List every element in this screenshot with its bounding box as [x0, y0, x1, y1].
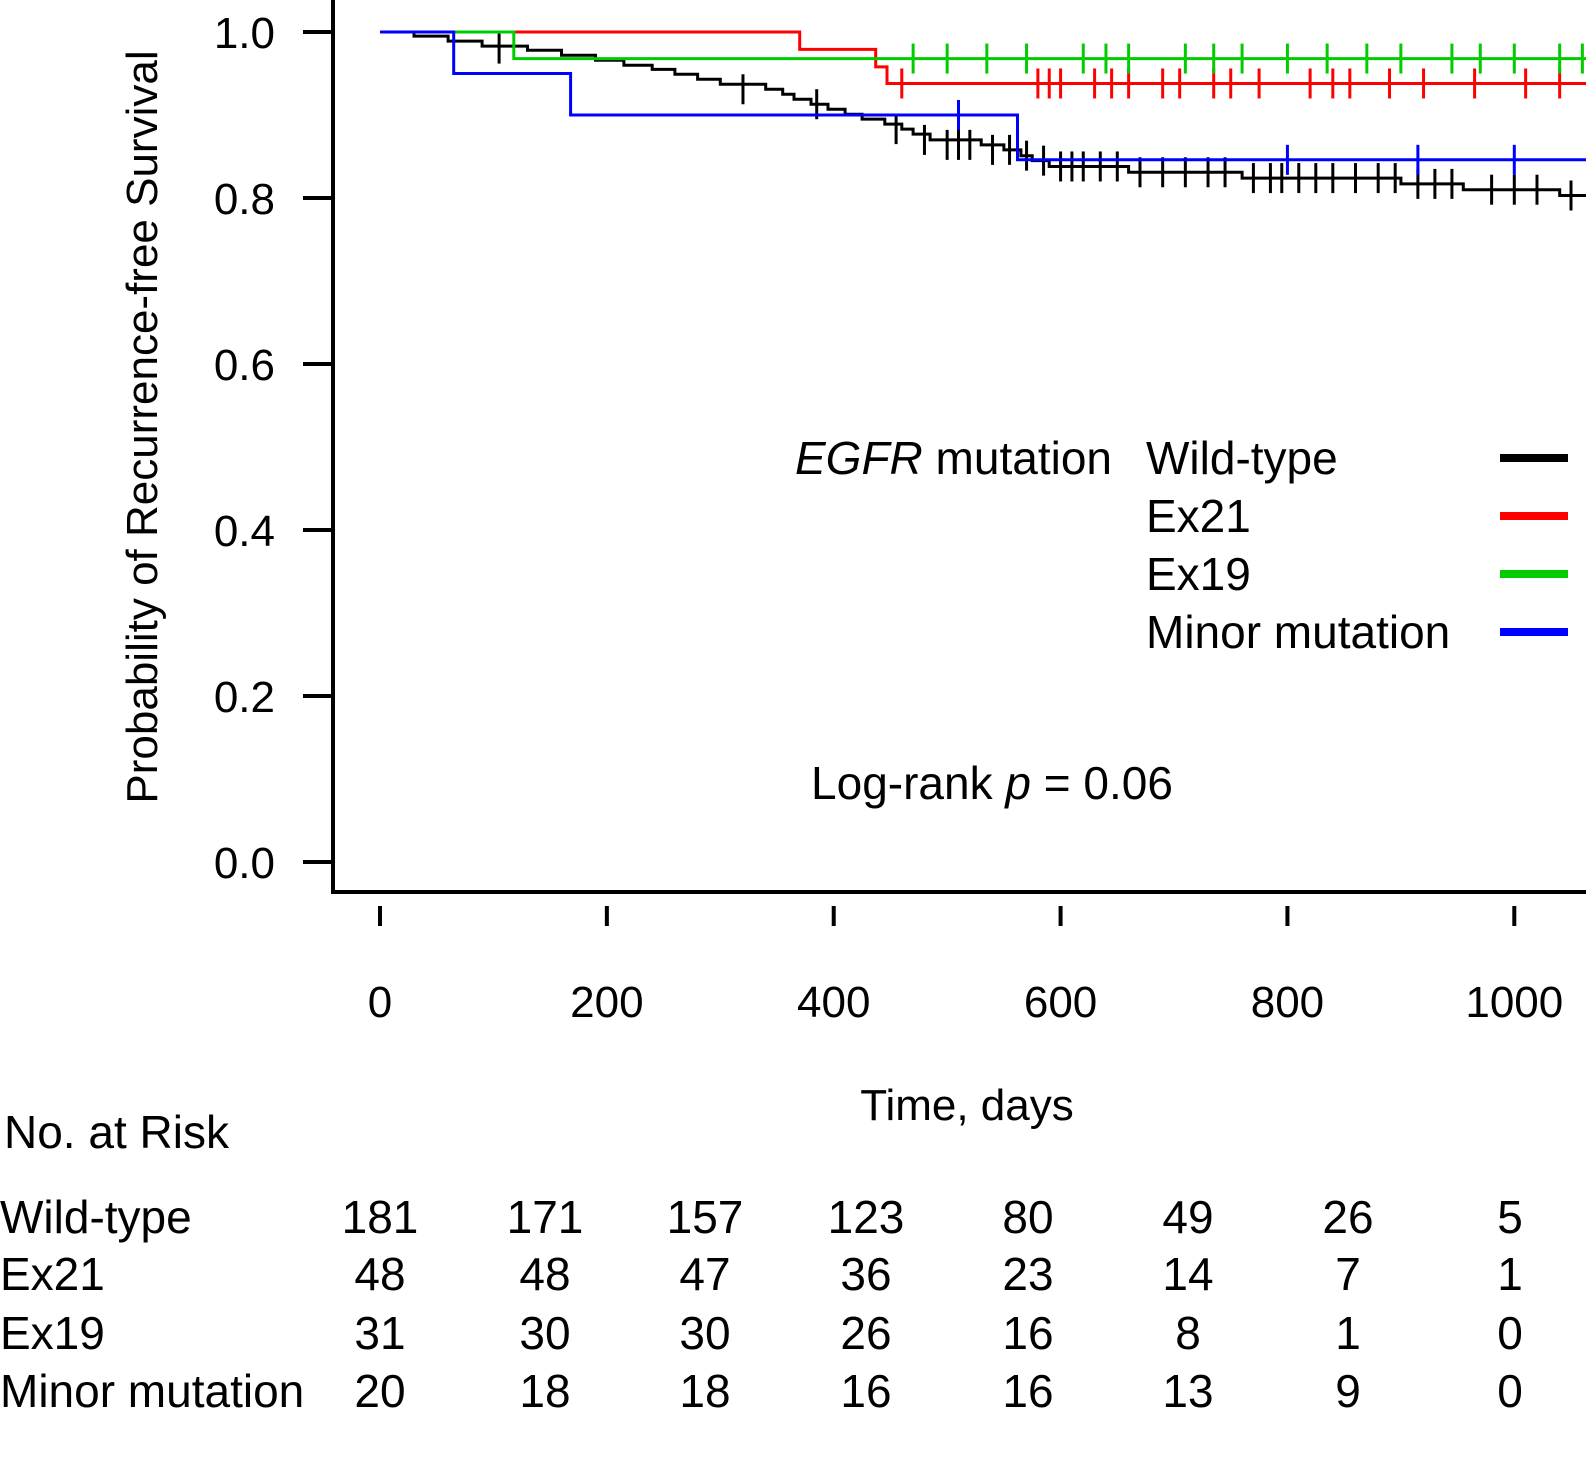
risk-row-ex19: Ex19 31 30 30 26 16 8 1 0	[0, 1307, 1523, 1359]
risk-count: 30	[679, 1307, 730, 1359]
risk-count: 48	[519, 1248, 570, 1300]
x-tick-label: 0	[368, 978, 392, 1027]
legend-label-ex21: Ex21	[1146, 490, 1251, 542]
risk-count: 26	[1322, 1191, 1373, 1243]
risk-row-label: Ex21	[0, 1248, 105, 1300]
risk-count: 14	[1162, 1248, 1213, 1300]
logrank-annotation: Log-rank p = 0.06	[811, 757, 1173, 809]
y-tick-label: 0.4	[214, 507, 275, 556]
risk-count: 1	[1335, 1307, 1361, 1359]
y-tick-label: 0.0	[214, 839, 275, 888]
legend-items: Wild-type Ex21 Ex19 Minor mutation	[1146, 432, 1568, 658]
risk-count: 20	[354, 1365, 405, 1417]
risk-count: 16	[1002, 1365, 1053, 1417]
risk-count: 31	[354, 1307, 405, 1359]
legend-label-minor-mutation: Minor mutation	[1146, 606, 1450, 658]
risk-count: 18	[679, 1365, 730, 1417]
risk-row-label: Ex19	[0, 1307, 105, 1359]
risk-count: 16	[1002, 1307, 1053, 1359]
risk-row-label: Wild-type	[0, 1191, 192, 1243]
y-tick-label: 0.8	[214, 175, 275, 224]
x-tick-label: 600	[1024, 978, 1097, 1027]
x-tick-label: 1000	[1465, 978, 1563, 1027]
risk-row-ex21: Ex21 48 48 47 36 23 14 7 1	[0, 1248, 1523, 1300]
y-tick-label: 0.6	[214, 341, 275, 390]
curve-minor-mutation	[380, 30, 1586, 175]
legend-title: EGFR mutation	[795, 432, 1112, 484]
legend-label-ex19: Ex19	[1146, 548, 1251, 600]
x-tick-label: 800	[1251, 978, 1324, 1027]
risk-count: 171	[507, 1191, 584, 1243]
y-ticks: 0.0 0.2 0.4 0.6 0.8 1.0	[214, 9, 333, 888]
risk-row-wild-type: Wild-type 181 171 157 123 80 49 26 5	[0, 1191, 1523, 1243]
risk-count: 123	[828, 1191, 905, 1243]
x-ticks: 0200400600800100012001400	[368, 906, 1563, 1027]
axes	[331, 0, 1586, 894]
risk-count: 30	[519, 1307, 570, 1359]
risk-count: 80	[1002, 1191, 1053, 1243]
x-axis-title: Time, days	[860, 1081, 1074, 1130]
risk-table-title: No. at Risk	[4, 1106, 230, 1158]
legend: EGFR mutation Wild-type Ex21 Ex19 Minor mut…	[795, 432, 1568, 658]
risk-count: 157	[667, 1191, 744, 1243]
risk-count: 8	[1175, 1307, 1201, 1359]
risk-count: 5	[1497, 1191, 1523, 1243]
risk-count: 0	[1497, 1365, 1523, 1417]
y-tick-label: 1.0	[214, 9, 275, 58]
risk-row-minor-mutation: Minor mutation 20 18 18 16 16 13 9 0	[0, 1365, 1523, 1417]
risk-count: 18	[519, 1365, 570, 1417]
risk-count: 49	[1162, 1191, 1213, 1243]
risk-count: 181	[342, 1191, 419, 1243]
risk-count: 1	[1497, 1248, 1523, 1300]
logrank-p: p	[1003, 757, 1031, 809]
curve-ex21	[380, 30, 1586, 99]
risk-count: 9	[1335, 1365, 1361, 1417]
y-axis-title: Probability of Recurrence-free Survival	[118, 50, 167, 803]
logrank-suffix: = 0.06	[1031, 757, 1173, 809]
legend-title-rest: mutation	[923, 432, 1112, 484]
risk-row-label: Minor mutation	[0, 1365, 304, 1417]
legend-title-gene: EGFR	[795, 432, 923, 484]
y-axis-line	[331, 0, 1586, 894]
survival-curves	[380, 30, 1586, 211]
logrank-prefix: Log-rank	[811, 757, 1005, 809]
x-tick-label: 400	[797, 978, 870, 1027]
y-tick-label: 0.2	[214, 673, 275, 722]
risk-count: 0	[1497, 1307, 1523, 1359]
risk-count: 7	[1335, 1248, 1361, 1300]
risk-count: 47	[679, 1248, 730, 1300]
legend-label-wild-type: Wild-type	[1146, 432, 1338, 484]
risk-count: 23	[1002, 1248, 1053, 1300]
risk-count: 13	[1162, 1365, 1213, 1417]
risk-count: 36	[840, 1248, 891, 1300]
survival-line-minor-mutation	[380, 30, 1586, 162]
x-tick-label: 200	[570, 978, 643, 1027]
risk-count: 48	[354, 1248, 405, 1300]
curve-wild-type	[380, 30, 1586, 211]
risk-count: 26	[840, 1307, 891, 1359]
risk-count: 16	[840, 1365, 891, 1417]
